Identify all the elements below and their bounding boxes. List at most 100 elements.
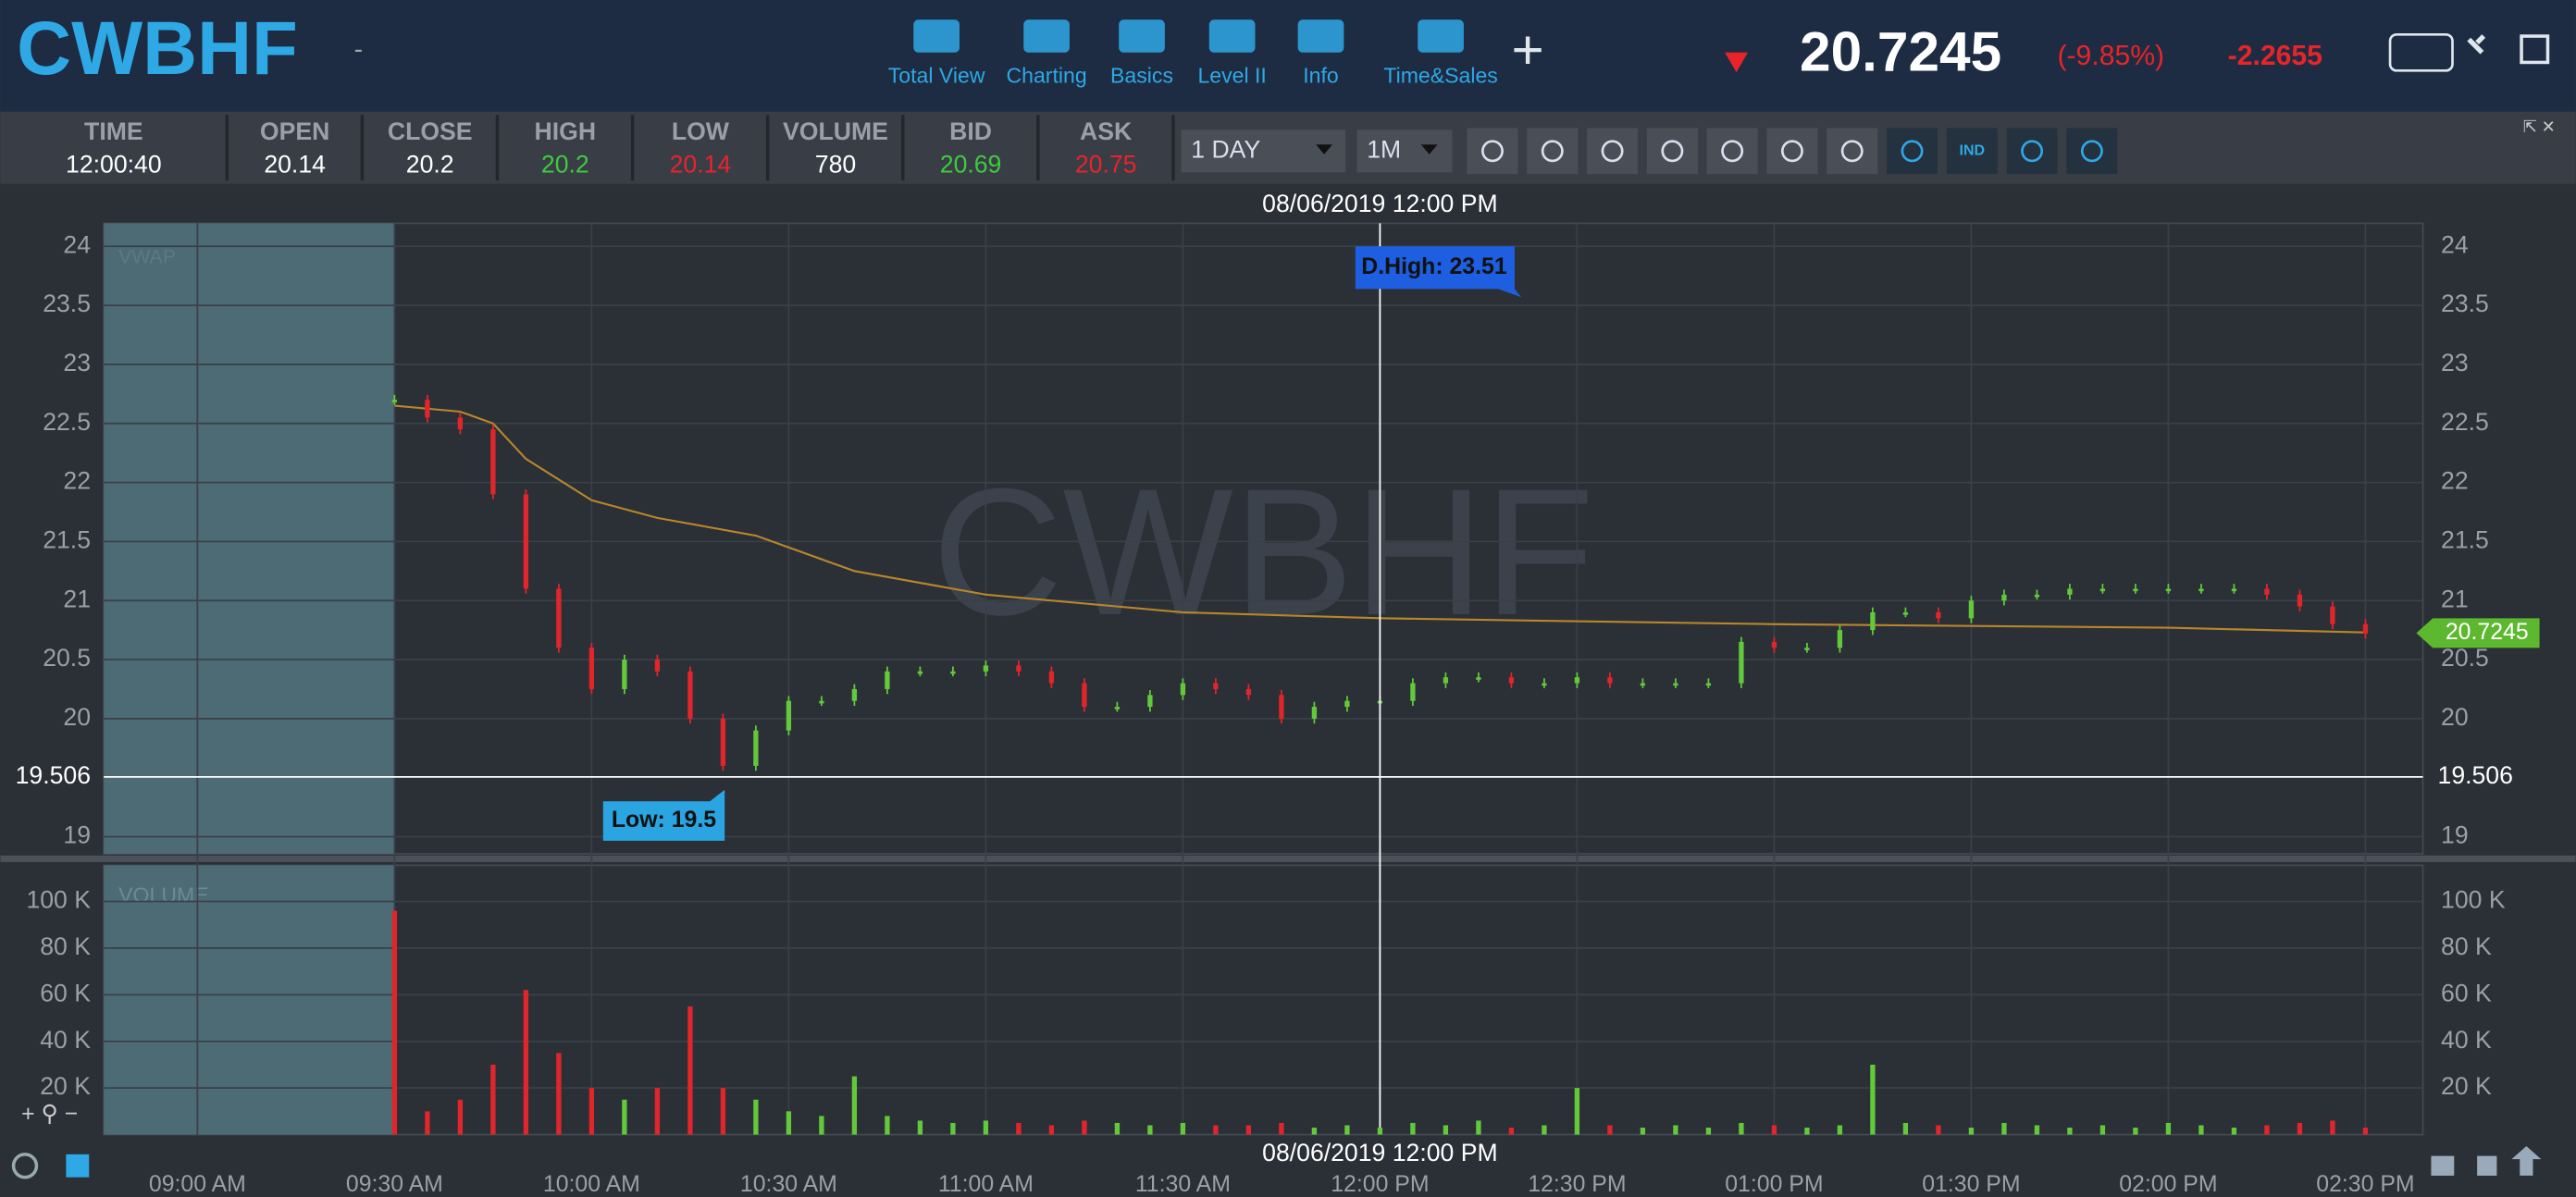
select-arrow xyxy=(1316,144,1332,154)
y-tick-label: 20 K xyxy=(2441,1072,2492,1100)
volume-bar xyxy=(2067,1127,2073,1135)
tool-label[interactable]: Charting xyxy=(1006,64,1086,88)
volume-bar xyxy=(1607,1125,1613,1135)
y-tick-label: 19 xyxy=(2441,821,2469,849)
candle xyxy=(1213,683,1219,689)
layout-button[interactable] xyxy=(2388,32,2454,72)
chart-tool-button[interactable] xyxy=(1527,128,1579,175)
candle xyxy=(1048,671,1055,684)
candle xyxy=(1640,683,1646,686)
tool-icon[interactable] xyxy=(913,19,960,53)
bottom-tool[interactable] xyxy=(2431,1155,2455,1176)
premarket-shade xyxy=(104,865,395,1135)
period-select[interactable] xyxy=(1181,130,1346,173)
select-arrow xyxy=(1420,144,1438,154)
volume-bar xyxy=(786,1111,792,1135)
y-tick-label: 60 K xyxy=(40,979,91,1006)
candle xyxy=(2099,588,2106,592)
tool-label[interactable]: Info xyxy=(1303,64,1338,88)
candle xyxy=(622,660,627,689)
y-tick-label: 40 K xyxy=(40,1026,91,1054)
quote-label: CLOSE xyxy=(388,117,473,145)
settings-icon[interactable] xyxy=(2467,34,2486,55)
header-bar xyxy=(0,0,2576,112)
bottom-tool[interactable] xyxy=(2511,1145,2542,1176)
pin-tool[interactable] xyxy=(66,1154,90,1178)
tool-icon[interactable] xyxy=(1208,19,1256,53)
tool-label[interactable]: Level II xyxy=(1197,64,1266,88)
price-panel xyxy=(103,222,2424,855)
tool-icon[interactable] xyxy=(1297,19,1344,53)
chart-tool-button[interactable] xyxy=(1587,128,1639,175)
volume-panel xyxy=(103,864,2424,1136)
quote-value: 780 xyxy=(815,150,856,178)
tool-icon[interactable] xyxy=(1119,19,1165,53)
x-tick-label: 11:30 AM xyxy=(1135,1172,1231,1197)
interval-select[interactable] xyxy=(1356,130,1453,173)
panel-separator xyxy=(0,855,2576,862)
add-button[interactable]: + xyxy=(1512,19,1544,81)
candle xyxy=(1837,630,1843,648)
y-tick-label: 20.5 xyxy=(2441,644,2489,672)
crosshair-tool[interactable] xyxy=(11,1153,39,1179)
chart-tool-button[interactable] xyxy=(2006,128,2058,175)
volume-bar xyxy=(885,1116,890,1135)
candle xyxy=(556,588,562,648)
volume-bar xyxy=(1147,1125,1153,1135)
bottom-tool[interactable] xyxy=(2477,1155,2497,1176)
volume-bar xyxy=(1508,1127,1515,1135)
quote-label: HIGH xyxy=(535,117,597,145)
candle xyxy=(1804,648,1810,650)
volume-bar xyxy=(687,1006,693,1135)
low-annotation: Low: 19.5 xyxy=(612,808,716,833)
tool-label[interactable]: Time&Sales xyxy=(1383,64,1497,88)
chart-tool-button[interactable] xyxy=(1887,128,1938,175)
chart-tool-button[interactable] xyxy=(1946,128,1998,175)
tool-label[interactable]: Total View xyxy=(888,64,985,88)
volume-bar xyxy=(2362,1127,2369,1135)
volume-bar xyxy=(1771,1125,1777,1135)
candle xyxy=(1574,677,1580,684)
volume-bar xyxy=(425,1111,430,1135)
volume-bar xyxy=(490,1064,496,1135)
popout-icon[interactable] xyxy=(2520,34,2550,65)
candle xyxy=(2231,588,2237,592)
y-tick-label: 20 xyxy=(2441,703,2469,731)
candle xyxy=(1114,707,1121,710)
chart-tool-button[interactable] xyxy=(1646,128,1698,175)
candle xyxy=(523,494,529,589)
tool-icon[interactable] xyxy=(1023,19,1070,53)
volume-bar xyxy=(2231,1127,2237,1135)
zoom-controls[interactable]: + ⚲ − xyxy=(21,1102,78,1127)
tool-label[interactable]: Basics xyxy=(1110,64,1173,88)
volume-bar xyxy=(2198,1125,2204,1135)
symbol[interactable]: CWBHF xyxy=(17,6,298,91)
volume-bar xyxy=(1968,1127,1975,1135)
volume-bar xyxy=(391,910,398,1135)
y-tick-label: 22 xyxy=(63,467,91,495)
chart-tool-button[interactable] xyxy=(1706,128,1758,175)
window-controls[interactable]: ⇱ ✕ xyxy=(2523,117,2556,136)
chart-tool-icon xyxy=(1721,140,1744,163)
y-tick-label: 100 K xyxy=(2441,886,2506,914)
volume-bar xyxy=(1673,1125,1678,1135)
y-tick-label: 20.5 xyxy=(43,644,91,672)
volume-bar xyxy=(523,990,529,1135)
volume-bar xyxy=(950,1122,956,1135)
tool-icon[interactable] xyxy=(1418,19,1464,53)
last-price: 20.7245 xyxy=(1800,19,2001,82)
y-tick-label: 20 xyxy=(63,703,91,731)
candle xyxy=(1082,683,1087,708)
candle xyxy=(885,671,890,689)
chart-tool-button[interactable] xyxy=(1467,128,1518,175)
chart-tool-button[interactable] xyxy=(1827,128,1878,175)
candle xyxy=(786,700,792,731)
chart-tool-button[interactable] xyxy=(2066,128,2118,175)
chart-tool-button[interactable] xyxy=(1766,128,1818,175)
candle xyxy=(1607,677,1613,684)
crosshair-time-label: 08/06/2019 12:00 PM xyxy=(1262,1139,1497,1166)
candle xyxy=(1311,707,1318,719)
quote-value: 20.14 xyxy=(264,150,326,178)
candle xyxy=(1147,695,1153,708)
candle xyxy=(2264,588,2270,595)
